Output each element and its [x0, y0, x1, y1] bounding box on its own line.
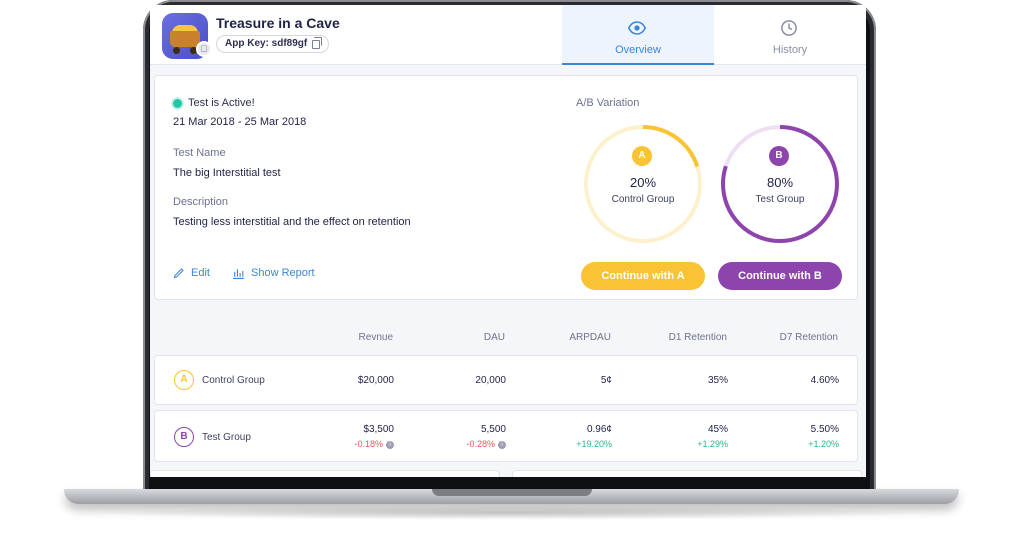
- eye-icon: [628, 21, 646, 35]
- cell-d1-retention: 45%: [707, 424, 728, 435]
- test-name-label: Test Name: [173, 147, 226, 159]
- app-screen:  Treasure in a Cave App Key: sdf89gf Ov…: [150, 5, 866, 477]
- laptop-notch: [432, 489, 592, 496]
- test-name-value: The big Interstitial test: [173, 167, 281, 179]
- cell-dau: 5,500: [480, 424, 506, 435]
- laptop-base: [64, 489, 959, 504]
- delta-d1-retention: +1.29%: [697, 439, 728, 449]
- table-row[interactable]: A Control Group $20,000 20,000 5¢ 35% 4.…: [154, 355, 858, 405]
- tab-overview[interactable]: Overview: [562, 5, 714, 65]
- ring-a-arc: [584, 125, 702, 243]
- description-value: Testing less interstitial and the effect…: [173, 216, 411, 228]
- row-group-name: Control Group: [202, 375, 265, 386]
- show-report-button[interactable]: Show Report: [232, 267, 315, 279]
- col-header-d7-retention: D7 Retention: [779, 332, 838, 343]
- cell-dau: 20,000: [475, 375, 506, 386]
- tab-history[interactable]: History: [714, 5, 866, 65]
- tab-overview-label: Overview: [615, 44, 661, 56]
- continue-with-b-button[interactable]: Continue with B: [718, 262, 842, 290]
- col-header-dau: DAU: [483, 332, 505, 343]
- cell-revenue: $3,500: [363, 424, 394, 435]
- ab-variation-title: A/B Variation: [576, 97, 640, 109]
- cell-arpdau: 0.96¢: [586, 424, 612, 435]
- delta-revenue-value: -0.18%: [354, 439, 383, 449]
- col-header-d1-retention: D1 Retention: [668, 332, 727, 343]
- bar-chart-icon: [233, 269, 244, 279]
- laptop-shadow: [90, 506, 930, 520]
- app-key-label: App Key: sdf89gf: [225, 38, 308, 49]
- app-key-pill[interactable]: App Key: sdf89gf: [216, 35, 330, 53]
- variation-b-percent: 80%: [766, 175, 794, 190]
- apple-platform-icon: : [196, 41, 212, 57]
- variation-a-percent: 20%: [629, 175, 657, 190]
- col-header-arpdau: ARPDAU: [569, 332, 611, 343]
- variation-b-ring: B 80% Test Group: [719, 123, 841, 245]
- row-group-name: Test Group: [202, 432, 251, 443]
- show-report-label: Show Report: [251, 267, 315, 279]
- clock-icon: [781, 20, 797, 36]
- lower-card-right: [512, 470, 862, 477]
- variation-a-group: Control Group: [611, 194, 675, 205]
- copy-icon[interactable]: [312, 36, 323, 49]
- variation-a-ring: A 20% Control Group: [582, 123, 704, 245]
- continue-with-a-button[interactable]: Continue with A: [581, 262, 705, 290]
- lower-card-left: [150, 470, 500, 477]
- delta-revenue: -0.18% i: [294, 439, 394, 449]
- edit-button[interactable]: Edit: [173, 267, 210, 279]
- col-header-revenue: Revnue: [358, 332, 393, 343]
- cell-revenue: $20,000: [357, 375, 394, 386]
- test-dates: 21 Mar 2018 - 25 Mar 2018: [173, 116, 307, 128]
- edit-label: Edit: [191, 267, 210, 279]
- app-icon: [162, 13, 208, 59]
- delta-dau-value: -0.28%: [466, 439, 495, 449]
- delta-dau: -0.28% i: [406, 439, 506, 449]
- active-dot-icon: [173, 98, 182, 108]
- app-header:  Treasure in a Cave App Key: sdf89gf Ov…: [150, 5, 866, 65]
- info-icon[interactable]: i: [498, 440, 506, 449]
- badge-a: A: [632, 146, 652, 166]
- app-title: Treasure in a Cave: [216, 15, 340, 31]
- row-badge-a: A: [174, 370, 194, 390]
- cell-arpdau: 5¢: [600, 375, 612, 386]
- ring-b-arc: [721, 125, 839, 243]
- description-label: Description: [173, 196, 229, 208]
- variation-b-group: Test Group: [755, 194, 805, 205]
- table-row[interactable]: B Test Group $3,500 -0.18% i 5,500 -0.28%…: [154, 410, 858, 462]
- row-badge-b: B: [174, 427, 194, 447]
- ring-b-chart: [721, 125, 839, 243]
- delta-arpdau: +19.20%: [576, 439, 612, 449]
- cell-d7-retention: 4.60%: [810, 375, 839, 386]
- cell-d1-retention: 35%: [707, 375, 728, 386]
- tab-history-label: History: [772, 44, 808, 56]
- pencil-icon: [173, 268, 184, 279]
- cell-d7-retention: 5.50%: [810, 424, 839, 435]
- delta-d7-retention: +1.20%: [808, 439, 839, 449]
- ring-a-chart: [584, 125, 702, 243]
- status-text: Test is Active!: [188, 97, 255, 109]
- badge-b: B: [769, 146, 789, 166]
- info-icon[interactable]: i: [386, 440, 394, 449]
- test-card: Test is Active! 21 Mar 2018 - 25 Mar 201…: [154, 75, 858, 300]
- status-indicator: Test is Active!: [173, 97, 255, 109]
